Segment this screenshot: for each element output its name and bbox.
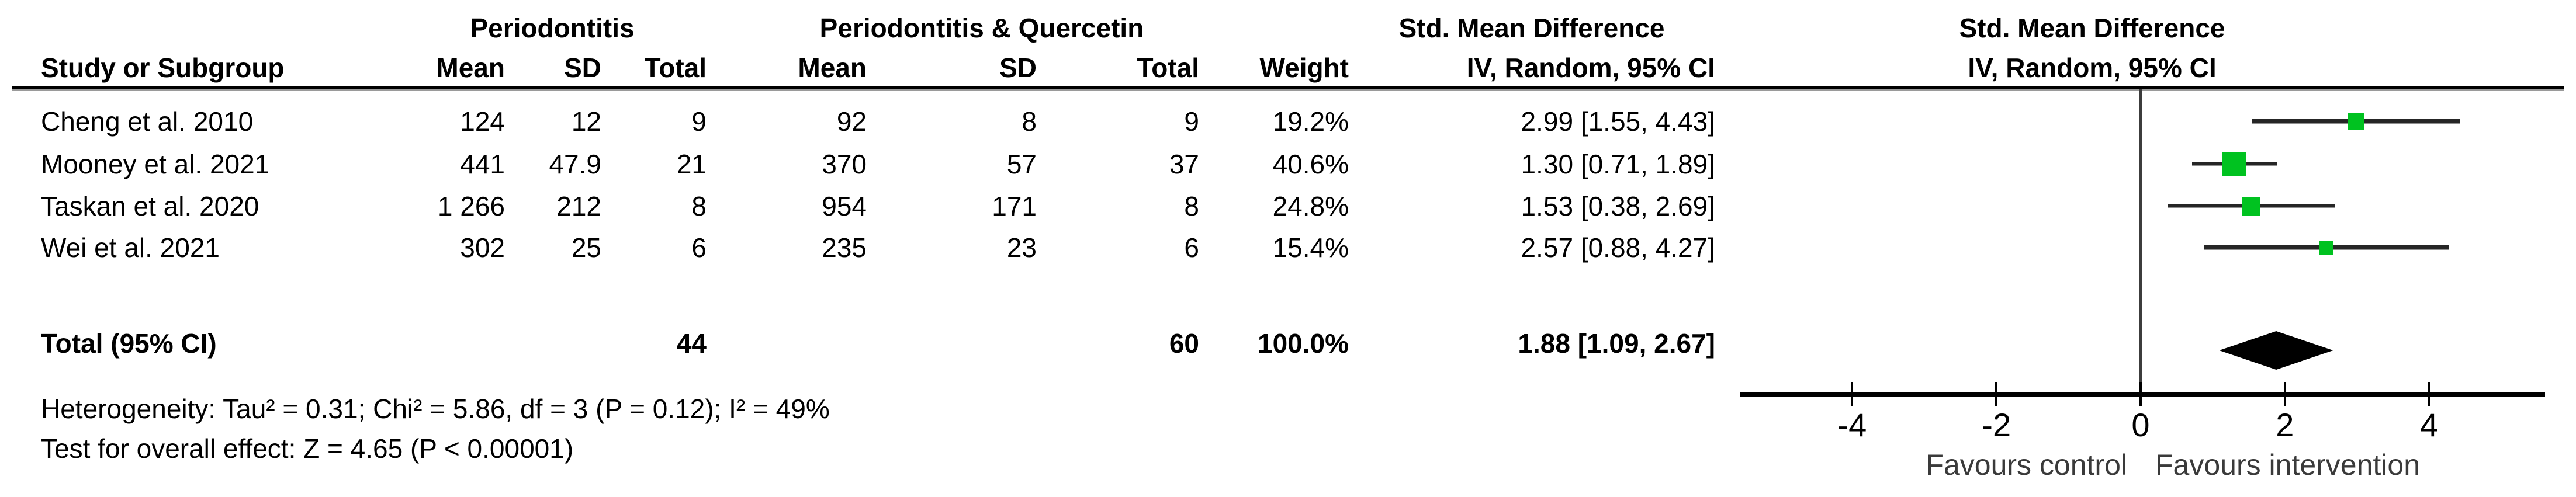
effect-marker — [2348, 113, 2364, 130]
cell-total1: 8 — [691, 191, 707, 221]
cell-mean1: 1 266 — [437, 191, 505, 221]
header-underline — [12, 86, 2564, 89]
total-n-group1: 44 — [676, 328, 707, 359]
cell-total1: 6 — [691, 232, 707, 263]
cell-sd2: 8 — [1022, 106, 1037, 137]
col-header-mean1: Mean — [436, 53, 505, 83]
col-header-study: Study or Subgroup — [41, 53, 285, 83]
axis-tick-label: -2 — [1982, 406, 2011, 443]
x-axis-line — [1740, 392, 2545, 397]
table-row: Cheng et al. 2010 124 12 9 92 8 9 19.2% 2.99 [1.… — [41, 100, 1715, 143]
cell-total2: 9 — [1184, 106, 1199, 137]
effect-marker — [2241, 197, 2260, 216]
cell-total2: 8 — [1184, 191, 1199, 221]
cell-weight: 15.4% — [1272, 232, 1349, 263]
cell-weight: 19.2% — [1272, 106, 1349, 137]
summary-diamond — [2219, 331, 2333, 370]
cell-study: Wei et al. 2021 — [41, 232, 220, 263]
cell-ci: 2.57 [0.88, 4.27] — [1521, 232, 1716, 263]
total-n-group2: 60 — [1169, 328, 1199, 359]
cell-sd1: 47.9 — [549, 149, 601, 179]
cell-sd2: 23 — [1006, 232, 1037, 263]
table-row: Taskan et al. 2020 1 266 212 8 954 171 8 24.8% 1… — [41, 185, 1715, 227]
cell-total2: 6 — [1184, 232, 1199, 263]
group2-header: Periodontitis & Quercetin — [819, 13, 1144, 43]
axis-tick — [2283, 382, 2286, 406]
axis-tick-label: 2 — [2276, 406, 2294, 443]
axis-tick-label: 4 — [2420, 406, 2439, 443]
cell-study: Mooney et al. 2021 — [41, 149, 270, 179]
plot-header-subtitle: IV, Random, 95% CI — [1968, 53, 2217, 83]
cell-ci: 2.99 [1.55, 4.43] — [1521, 106, 1716, 137]
table-row: Wei et al. 2021 302 25 6 235 23 6 15.4% 2.57 [0.… — [41, 227, 1715, 269]
column-header-row: Study or Subgroup Mean SD Total Mean SD … — [41, 47, 1715, 89]
cell-sd1: 25 — [571, 232, 601, 263]
col-header-ci: IV, Random, 95% CI — [1466, 53, 1715, 83]
total-ci-text: 1.88 [1.09, 2.67] — [1518, 328, 1715, 359]
table-row: Mooney et al. 2021 441 47.9 21 370 57 37 40.6% 1… — [41, 143, 1715, 185]
axis-tick-label: -4 — [1837, 406, 1867, 443]
col-header-total2: Total — [1137, 53, 1199, 83]
cell-weight: 24.8% — [1272, 191, 1349, 221]
cell-sd2: 171 — [992, 191, 1037, 221]
cell-mean2: 92 — [836, 106, 867, 137]
axis-tick — [2428, 382, 2430, 406]
cell-study: Taskan et al. 2020 — [41, 191, 259, 221]
cell-sd1: 212 — [556, 191, 601, 221]
effect-marker — [2222, 152, 2246, 176]
col-header-sd1: SD — [564, 53, 601, 83]
cell-mean1: 441 — [460, 149, 505, 179]
total-weight: 100.0% — [1257, 328, 1349, 359]
cell-total1: 21 — [676, 149, 707, 179]
cell-ci: 1.53 [0.38, 2.69] — [1521, 191, 1716, 221]
plot-header-title: Std. Mean Difference — [1959, 13, 2225, 43]
cell-mean2: 235 — [822, 232, 867, 263]
overall-effect-test: Test for overall effect: Z = 4.65 (P < 0… — [41, 433, 574, 464]
axis-tick-label: 0 — [2131, 406, 2150, 443]
axis-tick — [2139, 382, 2142, 406]
col-header-weight: Weight — [1259, 53, 1349, 83]
cell-mean1: 302 — [460, 232, 505, 263]
axis-tick — [1995, 382, 1998, 406]
total-row: Total (95% CI) 44 60 100.0% 1.88 [1.09, … — [41, 322, 1715, 364]
favours-left-label: Favours control — [1926, 449, 2127, 481]
effect-marker — [2318, 240, 2333, 255]
col-header-mean2: Mean — [798, 53, 867, 83]
cell-sd1: 12 — [571, 106, 601, 137]
favours-right-label: Favours intervention — [2155, 449, 2421, 481]
col-header-sd2: SD — [999, 53, 1037, 83]
total-label: Total (95% CI) — [41, 328, 217, 359]
group1-header: Periodontitis — [470, 13, 635, 43]
axis-tick — [1851, 382, 1854, 406]
cell-ci: 1.30 [0.71, 1.89] — [1521, 149, 1716, 179]
cell-study: Cheng et al. 2010 — [41, 106, 254, 137]
cell-sd2: 57 — [1006, 149, 1037, 179]
cell-mean1: 124 — [460, 106, 505, 137]
cell-weight: 40.6% — [1272, 149, 1349, 179]
zero-effect-line — [2139, 89, 2142, 394]
cell-mean2: 370 — [822, 149, 867, 179]
cell-total2: 37 — [1169, 149, 1199, 179]
heterogeneity-stats: Heterogeneity: Tau² = 0.31; Chi² = 5.86,… — [41, 394, 830, 424]
cell-mean2: 954 — [822, 191, 867, 221]
cell-total1: 9 — [691, 106, 707, 137]
col-header-total1: Total — [644, 53, 707, 83]
effect-column-header: Std. Mean Difference — [1398, 13, 1665, 43]
